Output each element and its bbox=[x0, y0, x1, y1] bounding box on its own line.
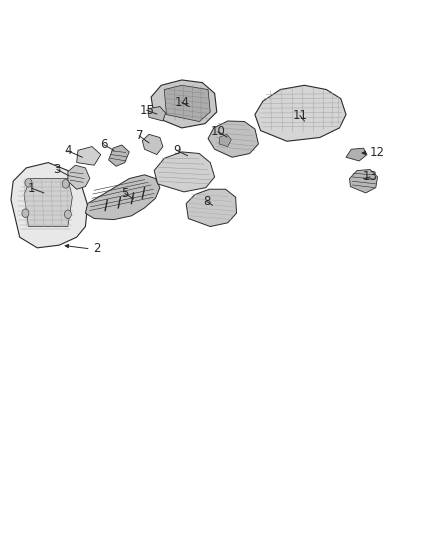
Polygon shape bbox=[77, 147, 101, 165]
Text: 6: 6 bbox=[100, 139, 108, 151]
Text: 9: 9 bbox=[173, 144, 180, 157]
Text: 2: 2 bbox=[93, 243, 100, 255]
Circle shape bbox=[62, 180, 69, 188]
Text: 14: 14 bbox=[174, 96, 189, 109]
Polygon shape bbox=[148, 107, 166, 121]
Text: 15: 15 bbox=[139, 104, 154, 117]
Circle shape bbox=[22, 209, 29, 217]
Text: 11: 11 bbox=[293, 109, 307, 122]
Polygon shape bbox=[24, 179, 72, 227]
Circle shape bbox=[25, 179, 32, 187]
Polygon shape bbox=[208, 121, 258, 157]
Polygon shape bbox=[151, 80, 217, 128]
Polygon shape bbox=[219, 134, 231, 147]
Text: 5: 5 bbox=[121, 187, 128, 200]
Polygon shape bbox=[186, 189, 237, 227]
Text: 12: 12 bbox=[370, 147, 385, 159]
Text: 13: 13 bbox=[363, 171, 378, 183]
Text: 4: 4 bbox=[64, 144, 72, 157]
Text: 3: 3 bbox=[53, 163, 60, 176]
Polygon shape bbox=[154, 152, 215, 192]
Polygon shape bbox=[142, 134, 163, 155]
Polygon shape bbox=[164, 85, 210, 122]
Text: 1: 1 bbox=[28, 182, 35, 195]
Text: 8: 8 bbox=[203, 195, 210, 208]
Polygon shape bbox=[85, 175, 160, 220]
Circle shape bbox=[64, 210, 71, 219]
Polygon shape bbox=[350, 169, 378, 193]
Polygon shape bbox=[109, 145, 129, 166]
Polygon shape bbox=[346, 148, 367, 161]
Text: 10: 10 bbox=[211, 125, 226, 138]
Text: 7: 7 bbox=[135, 130, 143, 142]
Polygon shape bbox=[11, 163, 88, 248]
Polygon shape bbox=[255, 85, 346, 141]
Polygon shape bbox=[68, 165, 90, 189]
